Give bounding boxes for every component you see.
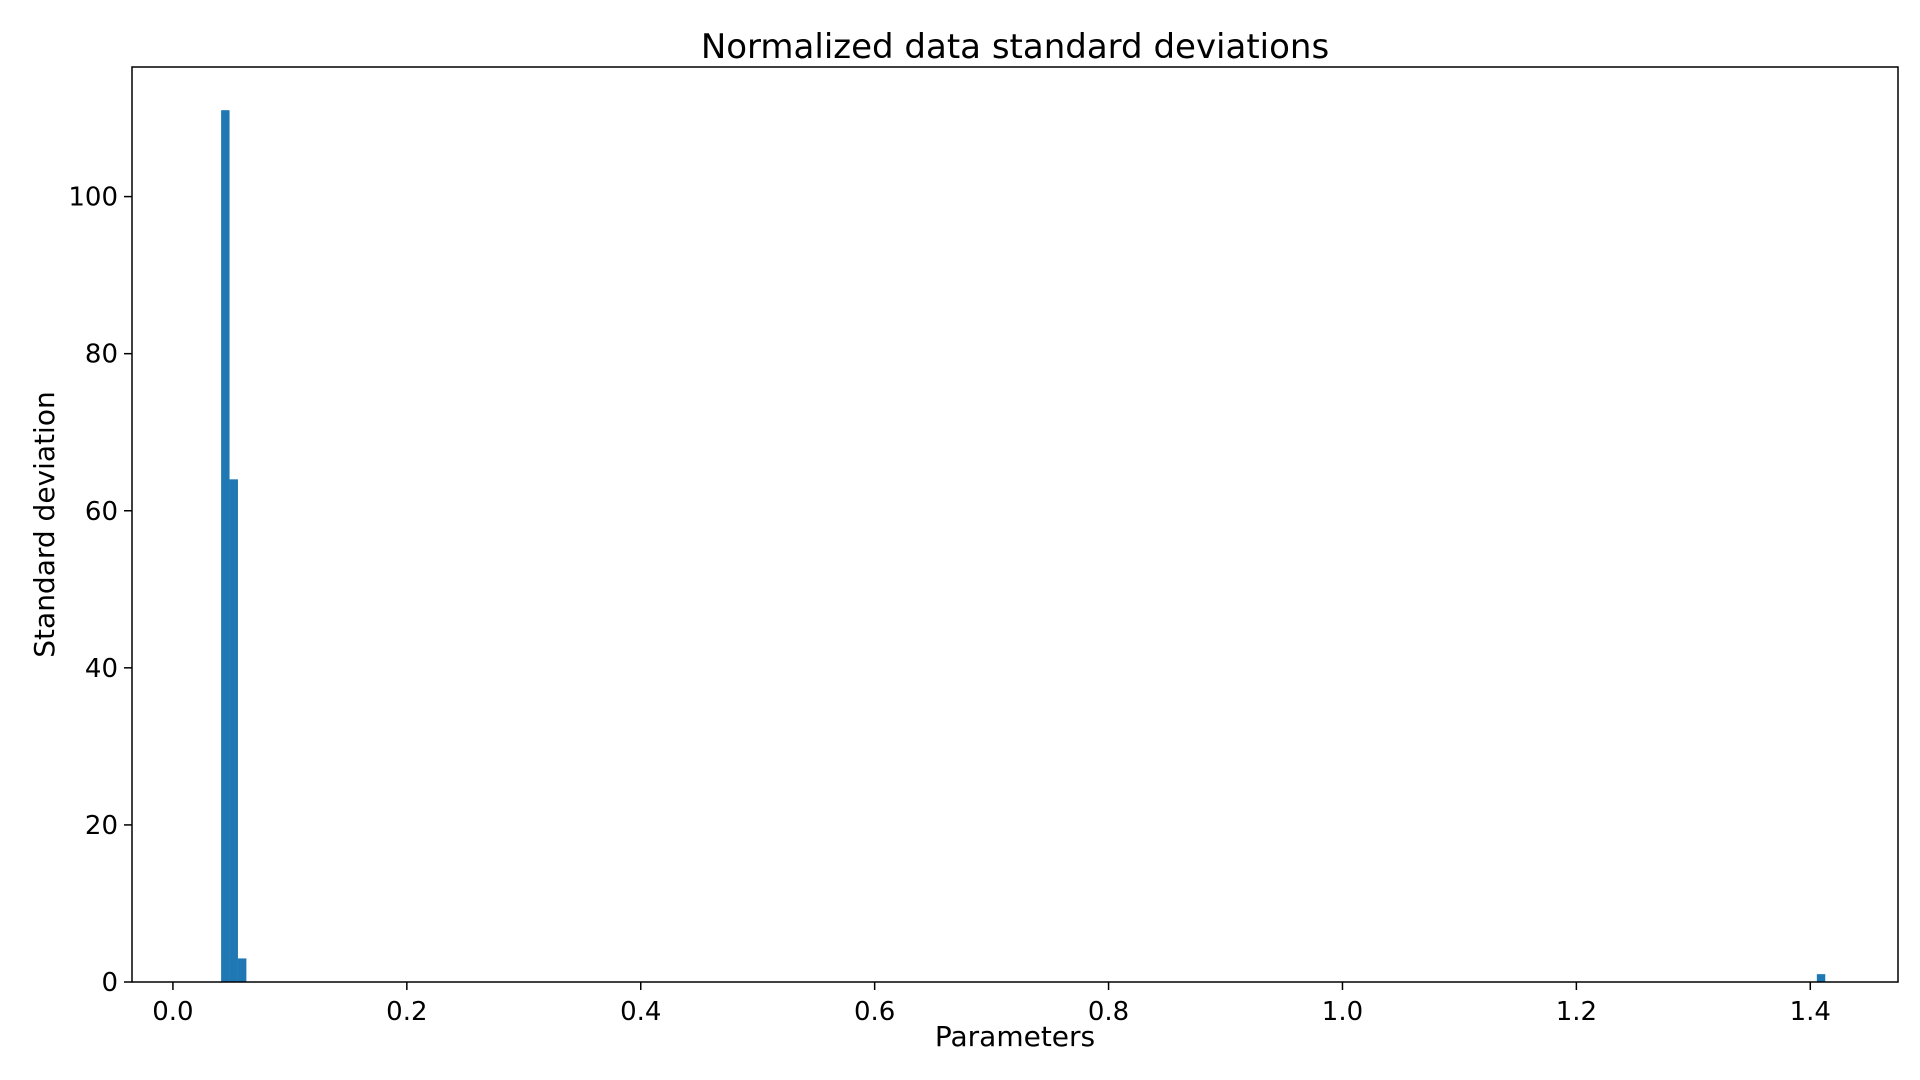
x-tick-label: 1.2 [1556,997,1597,1027]
y-tick-label: 100 [68,183,118,213]
y-tick-label: 20 [85,811,118,841]
bars-layer [221,110,1826,982]
histogram-bar [1816,974,1826,982]
y-tick-label: 80 [85,340,118,370]
x-tick-label: 0.6 [854,997,895,1027]
y-tick-label: 60 [85,497,118,527]
x-tick-label: 0.8 [1088,997,1129,1027]
histogram-bar [229,479,238,982]
y-tick-label: 40 [85,654,118,684]
histogram-bar [237,958,247,982]
y-tick-label: 0 [101,968,118,998]
plot-frame [131,66,1899,983]
x-tick-label: 1.0 [1322,997,1363,1027]
x-tick-label: 0.2 [386,997,427,1027]
histogram-bar [221,110,230,982]
chart-title: Normalized data standard deviations [701,27,1329,67]
y-axis-label: Standard deviation [28,391,61,657]
x-axis-label: Parameters [935,1020,1095,1053]
x-axis: 0.0 0.2 0.4 0.6 0.8 1.0 1.2 1.4 [152,982,1831,1027]
x-tick-label: 0.0 [152,997,193,1027]
x-tick-label: 1.4 [1790,997,1831,1027]
x-tick-label: 0.4 [620,997,661,1027]
y-axis: 0 20 40 60 80 100 [68,183,132,998]
